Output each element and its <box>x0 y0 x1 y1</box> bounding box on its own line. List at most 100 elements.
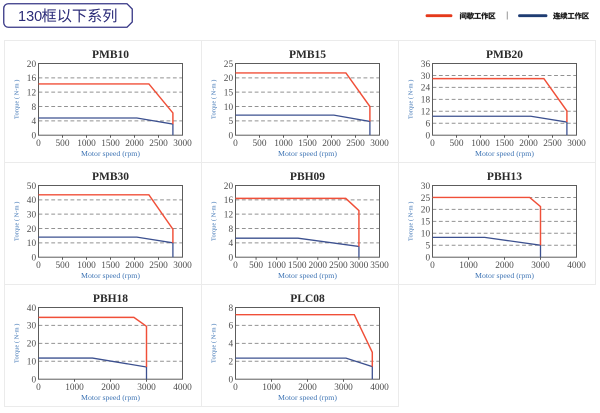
svg-text:3000: 3000 <box>137 383 156 393</box>
svg-text:25: 25 <box>224 60 234 70</box>
svg-text:20: 20 <box>27 340 37 350</box>
svg-text:0: 0 <box>228 376 233 386</box>
svg-text:Torque ( N-m ): Torque ( N-m ) <box>14 80 21 119</box>
svg-text:50: 50 <box>27 182 37 192</box>
svg-text:1500: 1500 <box>288 261 307 271</box>
svg-text:4: 4 <box>228 239 233 249</box>
svg-text:0: 0 <box>430 139 435 149</box>
svg-text:PMB10: PMB10 <box>92 49 129 61</box>
svg-text:10: 10 <box>224 103 234 113</box>
svg-text:30: 30 <box>421 182 431 192</box>
svg-text:Motor speed (rpm): Motor speed (rpm) <box>475 271 534 280</box>
svg-text:3000: 3000 <box>370 139 389 149</box>
svg-text:500: 500 <box>450 139 464 149</box>
svg-text:6: 6 <box>425 120 430 130</box>
svg-text:20: 20 <box>27 60 37 70</box>
svg-text:Motor speed (rpm): Motor speed (rpm) <box>81 149 140 158</box>
svg-text:3000: 3000 <box>173 139 192 149</box>
svg-text:15: 15 <box>421 218 431 228</box>
svg-text:12: 12 <box>27 88 37 98</box>
svg-text:0: 0 <box>31 376 36 386</box>
svg-text:Torque ( N-m ): Torque ( N-m ) <box>408 80 415 119</box>
svg-text:0: 0 <box>36 261 41 271</box>
svg-text:8: 8 <box>228 225 233 235</box>
svg-text:3500: 3500 <box>370 261 389 271</box>
svg-text:Torque ( N-m ): Torque ( N-m ) <box>14 202 21 241</box>
svg-text:6: 6 <box>228 322 233 332</box>
svg-text:3000: 3000 <box>350 261 369 271</box>
svg-text:0: 0 <box>31 254 36 264</box>
svg-text:Motor speed (rpm): Motor speed (rpm) <box>475 149 534 158</box>
svg-text:1000: 1000 <box>459 261 478 271</box>
svg-text:2500: 2500 <box>329 261 348 271</box>
svg-text:4: 4 <box>228 340 233 350</box>
svg-text:0: 0 <box>233 261 238 271</box>
svg-text:PMB20: PMB20 <box>486 49 523 61</box>
svg-text:Torque ( N-m ): Torque ( N-m ) <box>14 324 21 363</box>
svg-text:1500: 1500 <box>298 139 317 149</box>
svg-text:PBH09: PBH09 <box>290 171 325 183</box>
svg-text:2000: 2000 <box>308 261 327 271</box>
svg-text:2500: 2500 <box>543 139 562 149</box>
svg-text:36: 36 <box>421 60 431 70</box>
svg-text:Motor speed (rpm): Motor speed (rpm) <box>81 393 140 402</box>
svg-text:10: 10 <box>27 358 37 368</box>
svg-text:0: 0 <box>233 139 238 149</box>
svg-text:1000: 1000 <box>77 261 96 271</box>
svg-text:3000: 3000 <box>334 383 353 393</box>
svg-text:8: 8 <box>228 304 233 314</box>
svg-text:1000: 1000 <box>267 261 286 271</box>
svg-text:2000: 2000 <box>519 139 538 149</box>
svg-text:0: 0 <box>36 139 41 149</box>
svg-text:5: 5 <box>425 242 430 252</box>
svg-text:16: 16 <box>27 74 37 84</box>
svg-text:1000: 1000 <box>274 139 293 149</box>
svg-text:1000: 1000 <box>262 383 281 393</box>
svg-text:4000: 4000 <box>567 261 586 271</box>
svg-text:PMB30: PMB30 <box>92 171 129 183</box>
svg-text:24: 24 <box>421 84 431 94</box>
svg-text:2000: 2000 <box>125 139 144 149</box>
svg-text:30: 30 <box>421 72 431 82</box>
svg-text:500: 500 <box>56 261 70 271</box>
svg-text:PLC08: PLC08 <box>290 293 325 305</box>
svg-text:2: 2 <box>228 358 233 368</box>
svg-text:PBH18: PBH18 <box>93 293 128 305</box>
svg-text:PBH13: PBH13 <box>487 171 522 183</box>
svg-text:0: 0 <box>36 383 41 393</box>
svg-text:4000: 4000 <box>370 383 389 393</box>
svg-text:3000: 3000 <box>531 261 550 271</box>
svg-text:10: 10 <box>421 230 431 240</box>
svg-text:25: 25 <box>421 194 431 204</box>
svg-text:20: 20 <box>224 74 234 84</box>
svg-text:0: 0 <box>425 132 430 142</box>
svg-text:20: 20 <box>224 182 234 192</box>
svg-text:8: 8 <box>31 103 36 113</box>
svg-text:0: 0 <box>228 132 233 142</box>
svg-text:130: 130 <box>18 9 42 25</box>
svg-text:1000: 1000 <box>471 139 490 149</box>
svg-text:Torque ( N-m ): Torque ( N-m ) <box>211 80 218 119</box>
svg-text:30: 30 <box>27 322 37 332</box>
svg-text:0: 0 <box>31 132 36 142</box>
svg-text:10: 10 <box>27 239 37 249</box>
svg-text:500: 500 <box>253 139 267 149</box>
svg-text:2000: 2000 <box>298 383 317 393</box>
svg-text:18: 18 <box>421 96 431 106</box>
svg-text:40: 40 <box>27 304 37 314</box>
svg-text:12: 12 <box>421 108 431 118</box>
svg-text:12: 12 <box>224 210 234 220</box>
svg-text:0: 0 <box>228 254 233 264</box>
svg-text:Torque ( N-m ): Torque ( N-m ) <box>408 202 415 241</box>
svg-text:4: 4 <box>31 117 36 127</box>
svg-text:3000: 3000 <box>567 139 586 149</box>
svg-text:30: 30 <box>27 210 37 220</box>
svg-text:Torque ( N-m ): Torque ( N-m ) <box>211 324 218 363</box>
svg-text:40: 40 <box>27 196 37 206</box>
svg-text:2000: 2000 <box>322 139 341 149</box>
svg-text:1500: 1500 <box>101 261 120 271</box>
svg-text:5: 5 <box>228 117 233 127</box>
svg-text:15: 15 <box>224 88 234 98</box>
svg-text:0: 0 <box>430 261 435 271</box>
svg-text:1000: 1000 <box>65 383 84 393</box>
